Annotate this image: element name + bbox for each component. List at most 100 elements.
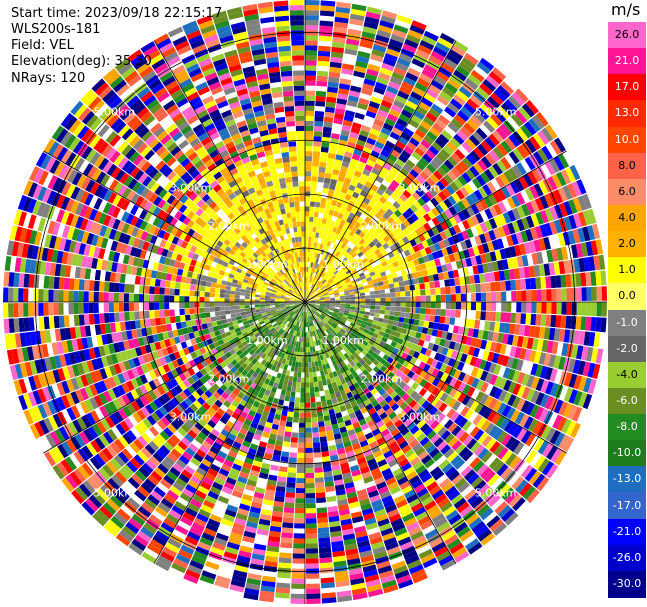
velocity-gate-cell bbox=[184, 314, 191, 321]
velocity-gate-cell bbox=[244, 302, 250, 306]
velocity-gate-cell bbox=[249, 302, 255, 305]
velocity-gate-cell bbox=[343, 251, 349, 257]
velocity-gate-cell bbox=[538, 238, 546, 251]
velocity-gate-cell bbox=[395, 62, 409, 72]
velocity-gate-cell bbox=[548, 262, 556, 276]
velocity-gate-cell bbox=[375, 305, 381, 310]
velocity-gate-cell bbox=[355, 321, 362, 327]
velocity-gate-cell bbox=[464, 78, 479, 91]
velocity-gate-cell bbox=[569, 164, 581, 181]
velocity-gate-cell bbox=[419, 225, 427, 234]
velocity-gate-cell bbox=[448, 206, 458, 216]
velocity-gate-cell bbox=[573, 375, 583, 390]
velocity-gate-cell bbox=[492, 162, 503, 176]
velocity-gate-cell bbox=[497, 260, 504, 271]
velocity-gate-cell bbox=[349, 322, 356, 327]
velocity-gate-cell bbox=[403, 418, 413, 427]
velocity-gate-cell bbox=[448, 470, 460, 482]
velocity-gate-cell bbox=[312, 308, 317, 313]
velocity-gate-cell bbox=[511, 396, 522, 409]
velocity-gate-cell bbox=[372, 359, 380, 366]
velocity-gate-cell bbox=[543, 353, 552, 367]
velocity-gate-cell bbox=[390, 297, 396, 302]
velocity-gate-cell bbox=[474, 274, 481, 284]
velocity-gate-cell bbox=[424, 348, 432, 357]
velocity-gate-cell bbox=[503, 420, 515, 433]
velocity-gate-cell bbox=[319, 562, 333, 569]
velocity-gate-cell bbox=[324, 283, 330, 288]
velocity-gate-cell bbox=[398, 154, 408, 164]
velocity-gate-cell bbox=[341, 326, 348, 332]
velocity-gate-cell bbox=[361, 320, 368, 326]
velocity-gate-cell bbox=[480, 103, 493, 117]
velocity-gate-cell bbox=[329, 307, 335, 310]
velocity-gate-cell bbox=[392, 162, 403, 172]
velocity-gate-cell bbox=[390, 403, 400, 412]
velocity-gate-cell bbox=[508, 494, 522, 508]
velocity-gate-cell bbox=[515, 479, 528, 494]
velocity-gate-cell bbox=[500, 466, 513, 480]
velocity-gate-cell bbox=[576, 345, 584, 360]
velocity-gate-cell bbox=[445, 466, 457, 478]
velocity-gate-cell bbox=[412, 86, 425, 97]
velocity-gate-cell bbox=[426, 131, 438, 142]
velocity-gate-cell bbox=[350, 302, 356, 305]
velocity-gate-cell bbox=[434, 315, 441, 323]
velocity-gate-cell bbox=[423, 30, 439, 42]
velocity-gate-cell bbox=[525, 402, 535, 416]
velocity-gate-cell bbox=[507, 209, 517, 222]
velocity-gate-cell bbox=[540, 210, 549, 224]
velocity-gate-cell bbox=[469, 165, 480, 178]
velocity-gate-cell bbox=[370, 298, 376, 302]
velocity-gate-cell bbox=[492, 191, 502, 203]
velocity-gate-cell bbox=[118, 302, 124, 312]
velocity-gate-cell bbox=[351, 269, 358, 275]
velocity-gate-cell bbox=[497, 106, 510, 120]
velocity-gate-cell bbox=[306, 276, 308, 282]
velocity-gate-cell bbox=[403, 317, 410, 324]
velocity-gate-cell bbox=[475, 283, 481, 293]
velocity-gate-cell bbox=[338, 139, 348, 147]
velocity-gate-cell bbox=[324, 245, 330, 252]
velocity-gate-cell bbox=[341, 272, 348, 278]
velocity-gate-cell bbox=[343, 221, 350, 228]
velocity-gate-cell bbox=[382, 122, 394, 132]
velocity-gate-cell bbox=[544, 367, 553, 381]
velocity-gate-cell bbox=[400, 180, 409, 190]
velocity-gate-cell bbox=[159, 302, 165, 310]
velocity-gate-cell bbox=[83, 302, 89, 314]
velocity-gate-cell bbox=[320, 151, 328, 158]
velocity-gate-cell bbox=[406, 421, 417, 431]
velocity-gate-cell bbox=[431, 266, 438, 275]
velocity-gate-cell bbox=[314, 305, 320, 308]
velocity-gate-cell bbox=[395, 140, 406, 150]
velocity-gate-cell bbox=[387, 263, 395, 270]
velocity-gate-cell bbox=[352, 271, 359, 277]
velocity-gate-cell bbox=[366, 176, 375, 184]
velocity-gate-cell bbox=[403, 367, 411, 376]
velocity-gate-cell bbox=[458, 86, 473, 98]
velocity-gate-cell bbox=[375, 241, 383, 249]
velocity-gate-cell bbox=[314, 121, 324, 127]
velocity-gate-cell bbox=[578, 392, 588, 408]
velocity-gate-cell bbox=[465, 354, 473, 365]
velocity-gate-cell bbox=[376, 321, 383, 327]
velocity-gate-cell bbox=[365, 373, 373, 380]
velocity-gate-cell bbox=[325, 303, 331, 305]
velocity-gate-cell bbox=[402, 219, 411, 228]
velocity-gate-cell bbox=[322, 131, 332, 138]
velocity-gate-cell bbox=[568, 389, 578, 404]
velocity-gate-cell bbox=[321, 451, 330, 458]
velocity-gate-cell bbox=[308, 294, 313, 299]
velocity-gate-cell bbox=[305, 171, 312, 177]
velocity-gate-cell bbox=[411, 58, 426, 69]
velocity-gate-cell bbox=[565, 167, 576, 183]
velocity-gate-cell bbox=[372, 145, 383, 154]
velocity-gate-cell bbox=[350, 304, 356, 308]
velocity-gate-cell bbox=[406, 408, 416, 418]
velocity-gate-cell bbox=[568, 199, 578, 214]
velocity-gate-cell bbox=[335, 298, 341, 301]
velocity-gate-cell bbox=[455, 189, 465, 200]
velocity-gate-cell bbox=[432, 122, 444, 134]
velocity-gate-cell bbox=[305, 196, 311, 202]
